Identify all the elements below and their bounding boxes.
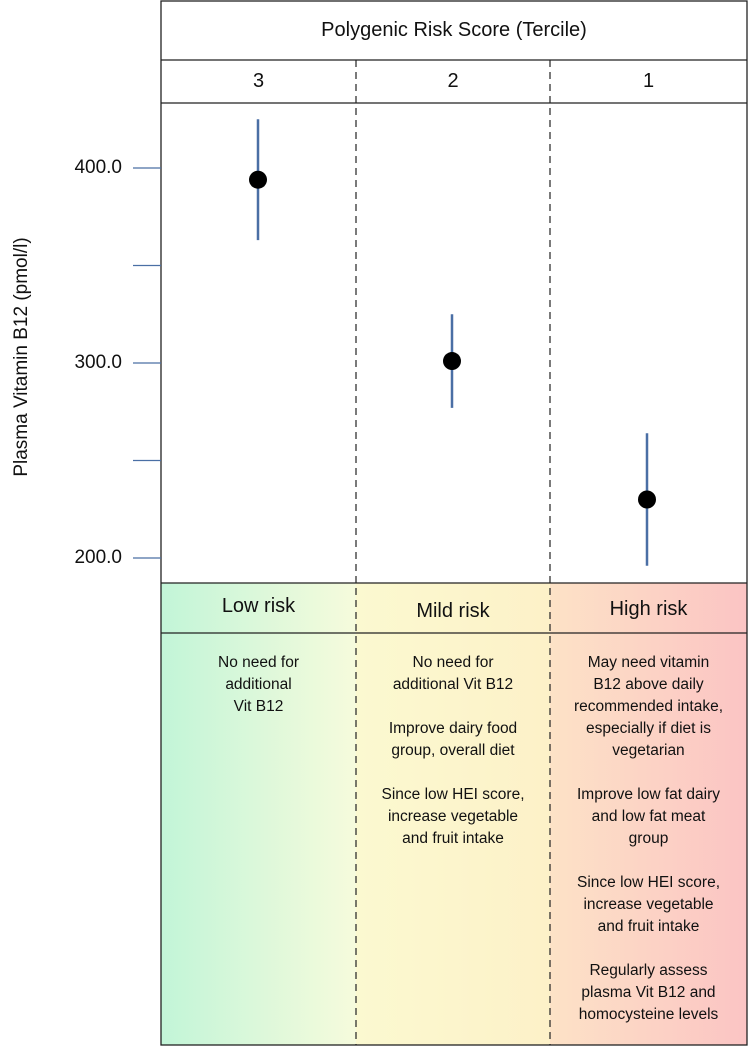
y-tick-label: 400.0 [74, 157, 122, 178]
header-title: Polygenic Risk Score (Tercile) [321, 19, 587, 41]
y-tick-label: 200.0 [74, 547, 122, 568]
header-title-cell: Polygenic Risk Score (Tercile) [161, 1, 747, 60]
y-axis-label: Plasma Vitamin B12 (pmol/l) [11, 237, 32, 477]
high-risk-panel [550, 583, 747, 1045]
figure-frame [160, 0, 748, 1046]
y-tick-label: 300.0 [74, 352, 122, 373]
recommendation-text: May need vitamin B12 above daily recomme… [573, 654, 724, 759]
recommendation-text: Since low HEI score, increase vegetable … [381, 786, 525, 847]
recommendation-text: Improve low fat dairy and low fat meat g… [577, 786, 720, 847]
recommendation-text: Regularly assess plasma Vit B12 and homo… [578, 962, 719, 1023]
risk-label-low: Low risk [221, 594, 296, 617]
recommendations-low: No need for additional Vit B12 [161, 652, 356, 740]
recommendation-text: Improve dairy food group, overall diet [388, 720, 518, 759]
recommendation-text: No need for additional Vit B12 [392, 654, 514, 693]
risk-label-mild: Mild risk [416, 599, 490, 622]
y-axis-ticks [133, 167, 161, 559]
mild-risk-panel [356, 583, 550, 1045]
data-point [249, 170, 267, 189]
tercile-label-1: 1 [642, 70, 655, 92]
tercile-label-3: 3 [252, 70, 265, 92]
data-point [443, 352, 461, 371]
data-marks [249, 119, 656, 566]
data-point [638, 490, 656, 509]
recommendations-high: May need vitamin B12 above daily recomme… [550, 652, 747, 1048]
risk-label-high: High risk [609, 597, 688, 620]
low-risk-panel [161, 583, 356, 1045]
recommendation-text: Since low HEI score, increase vegetable … [577, 874, 720, 935]
recommendations-mild: No need for additional Vit B12 Improve d… [356, 652, 550, 872]
tercile-label-2: 2 [447, 70, 459, 92]
recommendation-text: No need for additional Vit B12 [218, 654, 299, 715]
